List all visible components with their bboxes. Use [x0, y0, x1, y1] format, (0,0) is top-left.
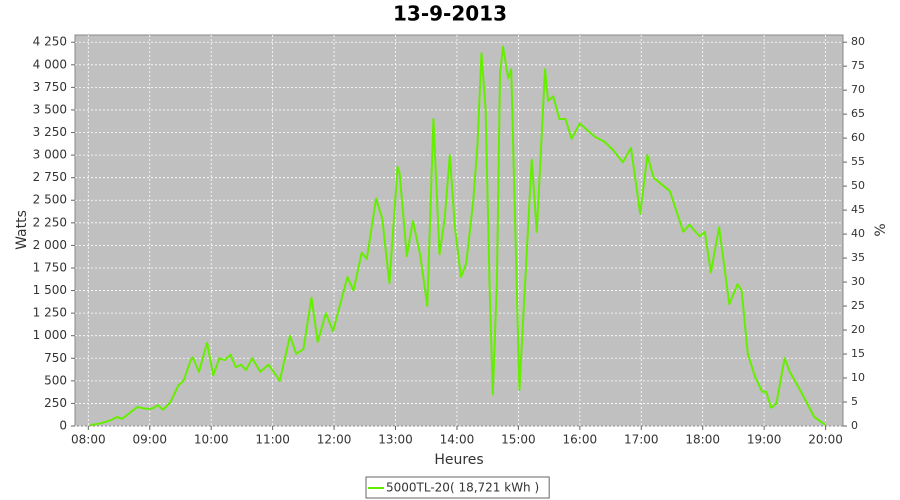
y2-tick-label: 0: [851, 419, 858, 432]
y2-tick-label: 65: [851, 107, 865, 120]
x-tick-label: 13:00: [378, 433, 413, 447]
legend-label: 5000TL-20( 18,721 kWh ): [386, 481, 539, 495]
x-tick-label: 12:00: [317, 433, 352, 447]
x-tick-label: 11:00: [255, 433, 290, 447]
y-tick-label: 2 250: [33, 215, 67, 229]
y-tick-label: 500: [44, 373, 67, 387]
x-tick-label: 08:00: [71, 433, 106, 447]
y2-tick-label: 75: [851, 59, 865, 72]
y2-tick-label: 40: [851, 227, 865, 240]
y-tick-label: 4 250: [33, 35, 67, 49]
y-tick-label: 3 250: [33, 125, 67, 139]
y2-tick-label: 25: [851, 299, 865, 312]
y2-tick-label: 35: [851, 251, 865, 264]
y-tick-label: 3 750: [33, 80, 67, 94]
x-tick-label: 18:00: [685, 433, 720, 447]
x-tick-label: 17:00: [624, 433, 659, 447]
y-tick-label: 1 000: [33, 328, 67, 342]
y-tick-label: 3 500: [33, 102, 67, 116]
y2-tick-label: 10: [851, 371, 865, 384]
legend-box: [365, 476, 550, 499]
y-tick-label: 1 750: [33, 260, 67, 274]
y-tick-label: 4 000: [33, 57, 67, 71]
x-tick-label: 20:00: [808, 433, 843, 447]
y-tick-label: 1 500: [33, 283, 67, 297]
y2-tick-label: 60: [851, 131, 865, 144]
x-tick-label: 09:00: [132, 433, 167, 447]
x-axis-label: Heures: [434, 452, 483, 468]
y-tick-label: 0: [59, 419, 67, 433]
y-tick-label: 1 250: [33, 306, 67, 320]
y2-tick-label: 80: [851, 35, 865, 48]
y2-tick-label: 45: [851, 203, 865, 216]
y2-tick-label: 70: [851, 83, 865, 96]
x-tick-label: 16:00: [563, 433, 598, 447]
y2-tick-label: 15: [851, 347, 865, 360]
y2-tick-label: 20: [851, 323, 865, 336]
y-tick-label: 750: [44, 351, 67, 365]
x-tick-label: 19:00: [747, 433, 782, 447]
y-tick-label: 2 000: [33, 238, 67, 252]
plot-area: [74, 34, 844, 427]
y-tick-label: 2 500: [33, 193, 67, 207]
y2-tick-label: 5: [851, 395, 858, 408]
y-tick-label: 3 000: [33, 148, 67, 162]
y2-tick-label: 55: [851, 155, 865, 168]
y2-tick-label: 50: [851, 179, 865, 192]
y-tick-label: 250: [44, 396, 67, 410]
y-axis-label: Watts: [14, 210, 30, 250]
x-tick-label: 15:00: [501, 433, 536, 447]
y2-axis-label: %: [873, 223, 889, 236]
x-tick-label: 14:00: [440, 433, 475, 447]
y2-tick-label: 30: [851, 275, 865, 288]
chart-title: 13-9-2013: [393, 2, 507, 26]
line: [90, 45, 827, 427]
y-tick-label: 2 750: [33, 170, 67, 184]
x-tick-label: 10:00: [194, 433, 229, 447]
